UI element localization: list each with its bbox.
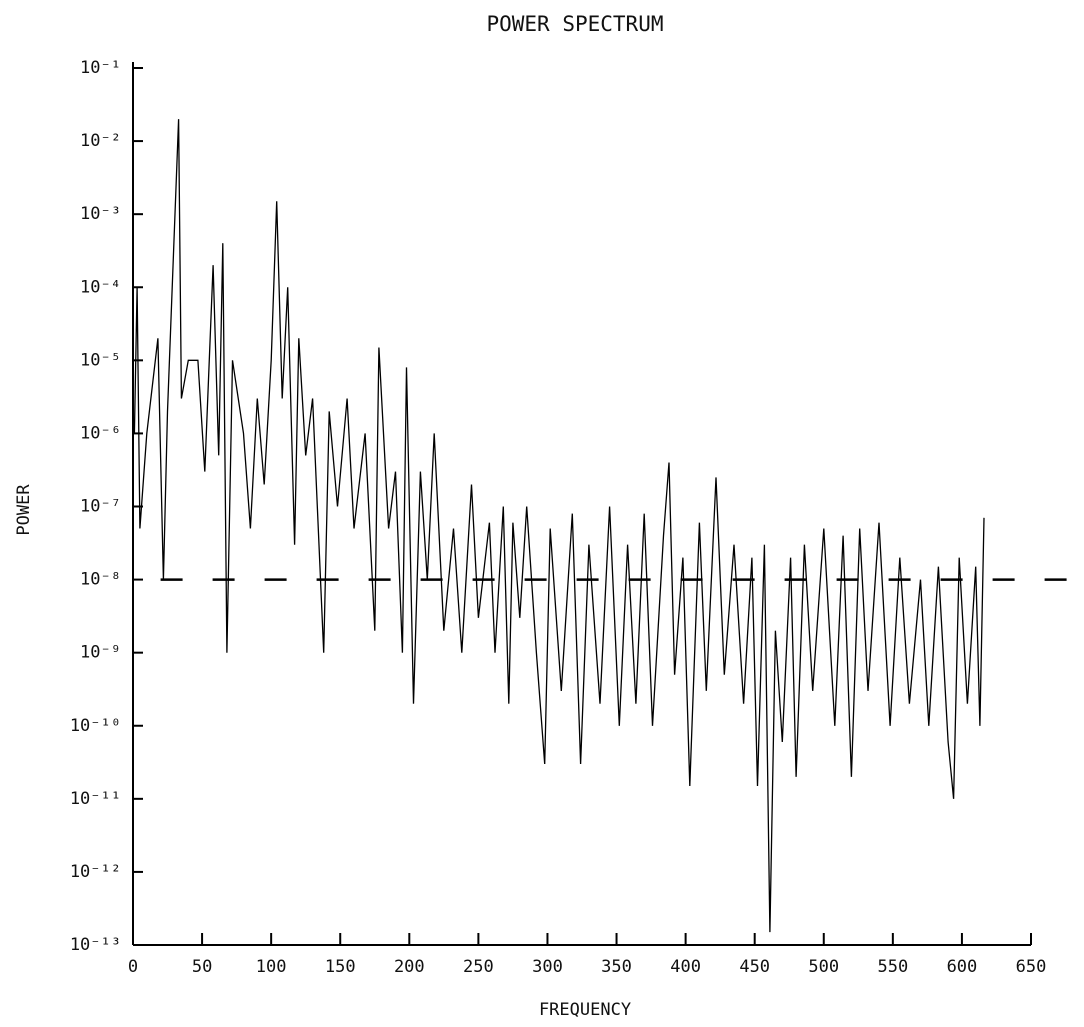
y-tick-label: 10⁻³	[80, 204, 121, 224]
x-tick-label: 100	[256, 957, 287, 977]
x-tick-label: 650	[1016, 957, 1047, 977]
x-tick-label: 550	[877, 957, 908, 977]
chart-title: POWER SPECTRUM	[486, 12, 663, 36]
x-tick-label: 500	[808, 957, 839, 977]
x-axis-label: FREQUENCY	[539, 1000, 631, 1020]
spectrum-line	[133, 119, 985, 933]
y-tick-label: 10⁻²	[80, 131, 121, 151]
x-tick-label: 600	[947, 957, 978, 977]
y-tick-label: 10⁻¹	[80, 58, 121, 78]
y-axis-label: POWER	[14, 484, 34, 536]
x-tick-label: 450	[739, 957, 770, 977]
y-tick-label: 10⁻¹⁰	[70, 716, 121, 736]
y-tick-label: 10⁻⁴	[80, 277, 121, 297]
x-tick-label: 400	[670, 957, 701, 977]
y-tick-label: 10⁻⁸	[80, 570, 121, 590]
x-tick-label: 50	[192, 957, 212, 977]
y-tick-label: 10⁻¹³	[70, 935, 121, 955]
x-tick-label: 250	[463, 957, 494, 977]
y-tick-label: 10⁻⁹	[80, 643, 121, 663]
y-tick-label: 10⁻¹²	[70, 862, 121, 882]
y-tick-label: 10⁻⁷	[80, 497, 121, 517]
x-tick-label: 0	[128, 957, 138, 977]
x-tick-label: 350	[601, 957, 632, 977]
x-tick-label: 300	[532, 957, 563, 977]
x-tick-label: 200	[394, 957, 425, 977]
y-tick-label: 10⁻⁵	[80, 350, 121, 370]
y-tick-label: 10⁻⁶	[80, 423, 121, 443]
x-tick-label: 150	[325, 957, 356, 977]
y-tick-label: 10⁻¹¹	[70, 789, 121, 809]
